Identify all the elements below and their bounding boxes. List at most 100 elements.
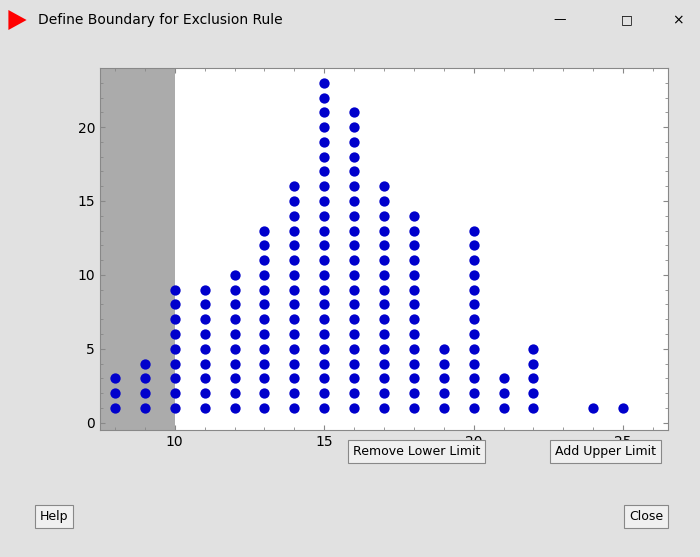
Point (169, 344, 181, 353)
Point (438, 374, 449, 383)
Point (408, 359, 419, 368)
Point (468, 270, 480, 279)
Polygon shape (8, 10, 27, 30)
Point (229, 403, 240, 412)
Point (349, 152, 360, 161)
Point (199, 374, 210, 383)
Point (379, 403, 390, 412)
Text: ×: × (672, 13, 683, 27)
Point (169, 285, 181, 294)
Point (379, 197, 390, 206)
Point (259, 300, 270, 309)
Point (318, 93, 330, 102)
Point (318, 285, 330, 294)
Text: Close: Close (629, 510, 663, 524)
Point (408, 344, 419, 353)
Point (288, 389, 300, 398)
Point (408, 270, 419, 279)
Point (229, 285, 240, 294)
Point (349, 241, 360, 250)
Point (318, 108, 330, 117)
Point (229, 330, 240, 339)
Point (199, 344, 210, 353)
Point (349, 167, 360, 176)
Point (80, 403, 91, 412)
Point (199, 285, 210, 294)
Point (318, 152, 330, 161)
Point (288, 197, 300, 206)
Point (229, 344, 240, 353)
Point (318, 315, 330, 324)
Point (379, 211, 390, 220)
Point (438, 359, 449, 368)
Point (169, 300, 181, 309)
Point (349, 182, 360, 190)
Point (349, 359, 360, 368)
Point (438, 403, 449, 412)
Bar (100, 68, 175, 430)
Point (229, 300, 240, 309)
Point (259, 315, 270, 324)
Point (259, 256, 270, 265)
Point (528, 403, 539, 412)
Point (498, 403, 509, 412)
Point (199, 330, 210, 339)
Point (349, 123, 360, 131)
Point (318, 197, 330, 206)
Point (259, 374, 270, 383)
Point (379, 344, 390, 353)
Point (408, 374, 419, 383)
Point (139, 359, 150, 368)
Point (318, 138, 330, 146)
Point (229, 270, 240, 279)
Point (318, 344, 330, 353)
Point (259, 344, 270, 353)
Point (349, 403, 360, 412)
Point (259, 330, 270, 339)
Point (379, 270, 390, 279)
Point (318, 374, 330, 383)
Point (288, 374, 300, 383)
Point (109, 389, 120, 398)
Point (468, 330, 480, 339)
Point (318, 226, 330, 235)
Point (318, 403, 330, 412)
Point (288, 359, 300, 368)
Point (349, 256, 360, 265)
Point (288, 285, 300, 294)
Point (199, 315, 210, 324)
Point (318, 79, 330, 87)
Point (528, 359, 539, 368)
Point (498, 374, 509, 383)
Point (288, 182, 300, 190)
Point (288, 344, 300, 353)
Point (379, 241, 390, 250)
Point (379, 359, 390, 368)
Point (288, 300, 300, 309)
Point (408, 315, 419, 324)
Point (288, 241, 300, 250)
Point (379, 300, 390, 309)
Point (468, 403, 480, 412)
Point (379, 389, 390, 398)
Point (408, 300, 419, 309)
Point (468, 256, 480, 265)
Point (498, 389, 509, 398)
Point (139, 403, 150, 412)
Point (379, 374, 390, 383)
Point (349, 285, 360, 294)
Point (349, 211, 360, 220)
Point (349, 226, 360, 235)
Point (259, 389, 270, 398)
Point (318, 330, 330, 339)
Text: —: — (554, 13, 566, 27)
Point (349, 300, 360, 309)
Point (288, 256, 300, 265)
Point (349, 330, 360, 339)
Point (259, 285, 270, 294)
Point (259, 270, 270, 279)
Point (288, 226, 300, 235)
Point (468, 359, 480, 368)
Point (318, 182, 330, 190)
Point (318, 256, 330, 265)
